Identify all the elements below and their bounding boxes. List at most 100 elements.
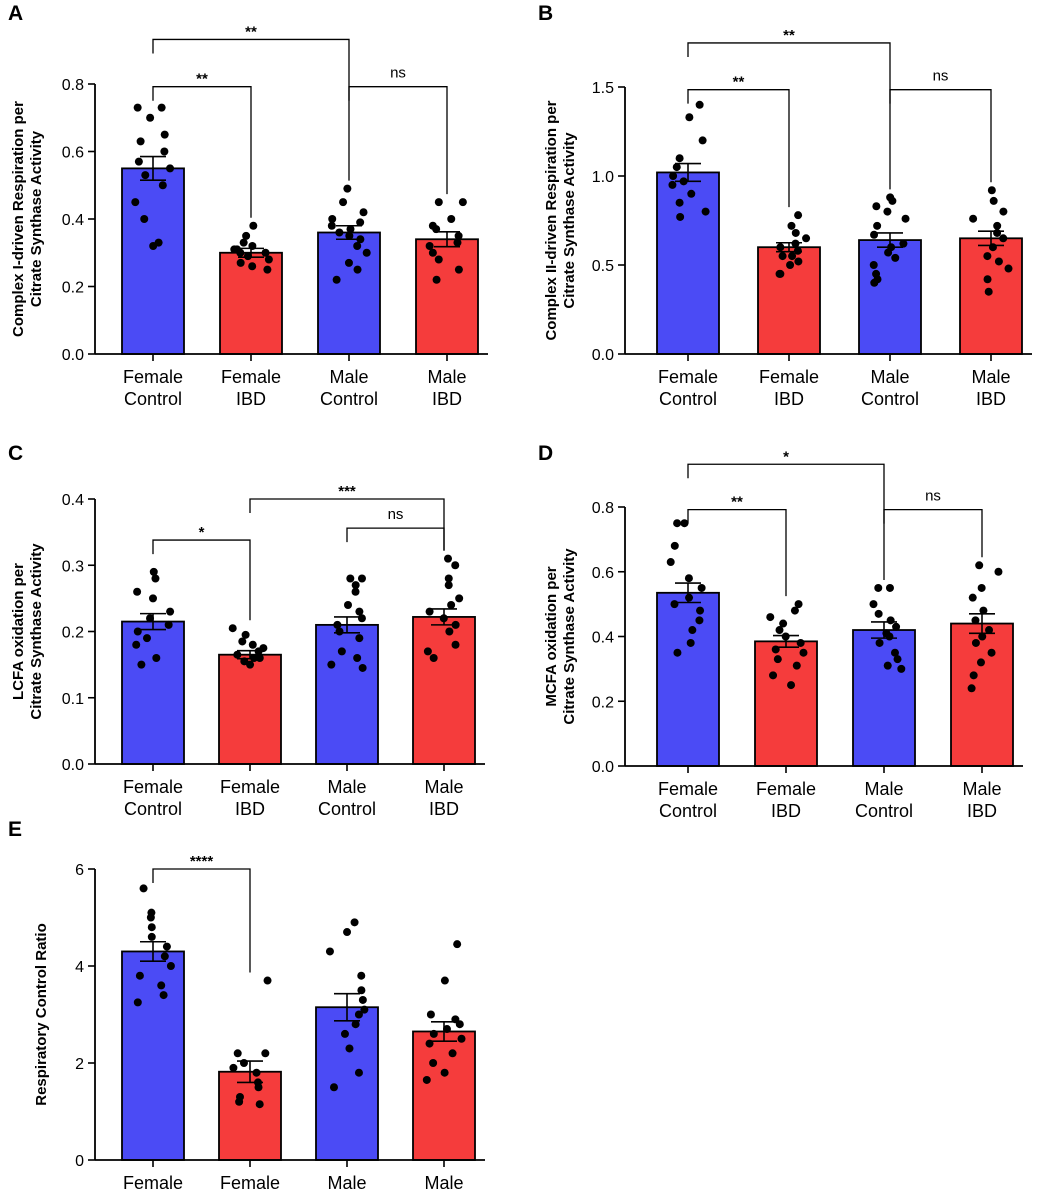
- y-tick-label: 0.1: [62, 691, 84, 708]
- data-point: [147, 932, 156, 941]
- data-point: [775, 626, 784, 635]
- data-point: [329, 1083, 338, 1092]
- error-bar: [776, 241, 802, 253]
- data-point: [429, 1029, 438, 1038]
- significance-label: ns: [933, 68, 949, 85]
- data-point: [989, 196, 998, 205]
- y-axis-label: Complex II-driven Respiration perCitrate…: [543, 100, 578, 340]
- significance-bracket: [687, 508, 787, 597]
- bar-male-ibd: [412, 616, 476, 765]
- error-bar: [431, 1020, 457, 1042]
- data-point: [979, 606, 988, 615]
- data-point: [984, 287, 993, 296]
- data-point: [425, 242, 434, 250]
- data-point: [147, 923, 156, 932]
- data-point: [695, 100, 704, 109]
- data-point: [340, 1029, 349, 1038]
- error-bar: [773, 634, 799, 648]
- data-point: [249, 221, 258, 230]
- y-tick-label: 0.2: [62, 280, 84, 297]
- bar-female-ibd: [218, 653, 282, 765]
- error-bar: [140, 612, 166, 631]
- y-axis-label: Respiratory Control Ratio: [33, 923, 50, 1106]
- data-point: [874, 609, 883, 618]
- data-point: [447, 601, 456, 609]
- significance-label: ****: [190, 853, 214, 870]
- significance-bracket: [152, 868, 251, 973]
- data-point: [684, 574, 693, 583]
- bar-male-ibd: [950, 622, 1014, 767]
- data-point: [358, 995, 367, 1004]
- error-bar: [434, 231, 460, 248]
- significance-bracket: [687, 89, 790, 208]
- data-point: [701, 207, 710, 216]
- significance-label: **: [733, 74, 745, 91]
- data-point: [444, 574, 453, 583]
- data-point: [790, 606, 799, 615]
- y-tick-label: 0.0: [592, 759, 614, 776]
- data-point: [999, 207, 1008, 216]
- data-point: [332, 275, 341, 284]
- data-point: [339, 198, 348, 207]
- y-tick-label: 0.3: [62, 558, 84, 575]
- data-point: [668, 180, 677, 189]
- data-point: [788, 252, 797, 261]
- data-point: [773, 655, 782, 664]
- data-point: [434, 198, 443, 207]
- data-point: [346, 574, 355, 583]
- data-point: [353, 242, 362, 250]
- panel-c: C LCFA oxidation perCitrate Synthase Acti…: [8, 442, 485, 819]
- data-point: [888, 196, 897, 205]
- data-point: [686, 638, 695, 647]
- data-point: [133, 587, 142, 596]
- significance-bracket: [152, 86, 252, 218]
- data-point: [358, 663, 367, 672]
- data-point: [261, 248, 270, 257]
- data-point: [875, 638, 884, 647]
- significance-label: ***: [338, 483, 356, 500]
- significance-label: **: [245, 23, 257, 40]
- data-point: [885, 583, 894, 592]
- panel-label: B: [538, 2, 553, 25]
- data-point: [327, 221, 336, 230]
- data-point: [869, 261, 878, 269]
- data-point: [458, 198, 467, 207]
- bar-female-control: [121, 950, 185, 1161]
- error-bar: [871, 621, 897, 639]
- error-bar: [140, 155, 166, 181]
- data-point: [697, 583, 706, 592]
- y-tick-label: 0.4: [62, 212, 84, 229]
- data-point: [254, 1083, 263, 1092]
- data-point: [899, 239, 908, 248]
- data-point: [159, 991, 168, 1000]
- data-point: [134, 157, 143, 166]
- significance-label: ns: [390, 65, 406, 82]
- data-point: [885, 632, 894, 641]
- data-point: [792, 661, 801, 670]
- error-bar: [334, 616, 360, 634]
- data-point: [969, 214, 978, 223]
- data-point: [252, 1068, 261, 1077]
- data-point: [360, 1005, 369, 1014]
- data-point: [166, 962, 175, 970]
- data-point: [356, 218, 365, 227]
- y-axis-label: LCFA oxidation perCitrate Synthase Activ…: [10, 543, 45, 720]
- data-point: [766, 613, 775, 622]
- y-tick-label: 0.4: [592, 630, 614, 647]
- data-point: [870, 278, 879, 287]
- panel-label: C: [8, 442, 23, 465]
- data-point: [676, 212, 685, 221]
- bar-female-ibd: [218, 1070, 282, 1161]
- data-point: [987, 186, 996, 195]
- data-point: [675, 198, 684, 207]
- data-point: [791, 239, 800, 248]
